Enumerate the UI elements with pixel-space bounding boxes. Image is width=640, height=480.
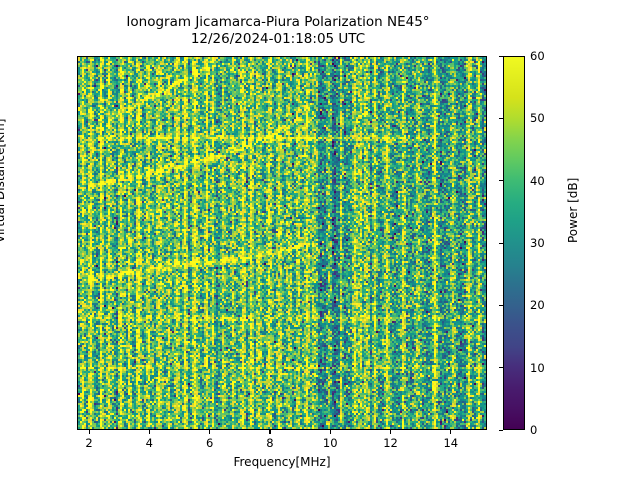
x-tick-label: 8 [266,436,274,450]
x-tick-label: 4 [145,436,154,450]
x-tick-label: 14 [443,436,459,450]
colorbar-tick-mark [499,55,503,57]
x-tick-label: 12 [383,436,398,450]
ionogram-heatmap [78,57,486,429]
colorbar-tick-label: 40 [530,173,545,188]
x-tick-mark [209,430,211,434]
colorbar-tick-mark [499,117,503,119]
colorbar-tick-mark [499,304,503,306]
colorbar-tick-label: 0 [530,423,538,437]
colorbar-tick-label: 50 [530,111,545,126]
colorbar [503,56,525,430]
colorbar-tick-mark [499,242,503,244]
x-tick-mark [390,430,392,434]
x-tick-mark [269,430,271,434]
y-axis-label: Virtual Distance[Km] [0,118,7,243]
x-axis-label: Frequency[MHz] [233,455,331,469]
colorbar-tick-label: 10 [530,360,545,375]
x-tick-mark [450,430,452,434]
colorbar-tick-label: 30 [530,236,545,250]
x-tick-label: 10 [322,436,338,450]
x-tick-label: 6 [205,436,214,450]
colorbar-tick-label: 60 [530,49,545,63]
x-tick-mark [148,430,150,434]
x-tick-mark [88,430,90,434]
colorbar-tick-mark [499,429,503,431]
heatmap-canvas [78,57,486,429]
colorbar-tick-mark [499,180,503,182]
colorbar-label: Power [dB] [566,177,580,243]
x-tick-mark [329,430,331,434]
ionogram-plot-area [77,56,487,430]
figure-title: Ionogram Jicamarca-Piura Polarization NE… [126,14,430,47]
colorbar-tick-label: 20 [530,298,545,313]
x-tick-label: 2 [85,436,93,450]
colorbar-tick-mark [499,367,503,369]
